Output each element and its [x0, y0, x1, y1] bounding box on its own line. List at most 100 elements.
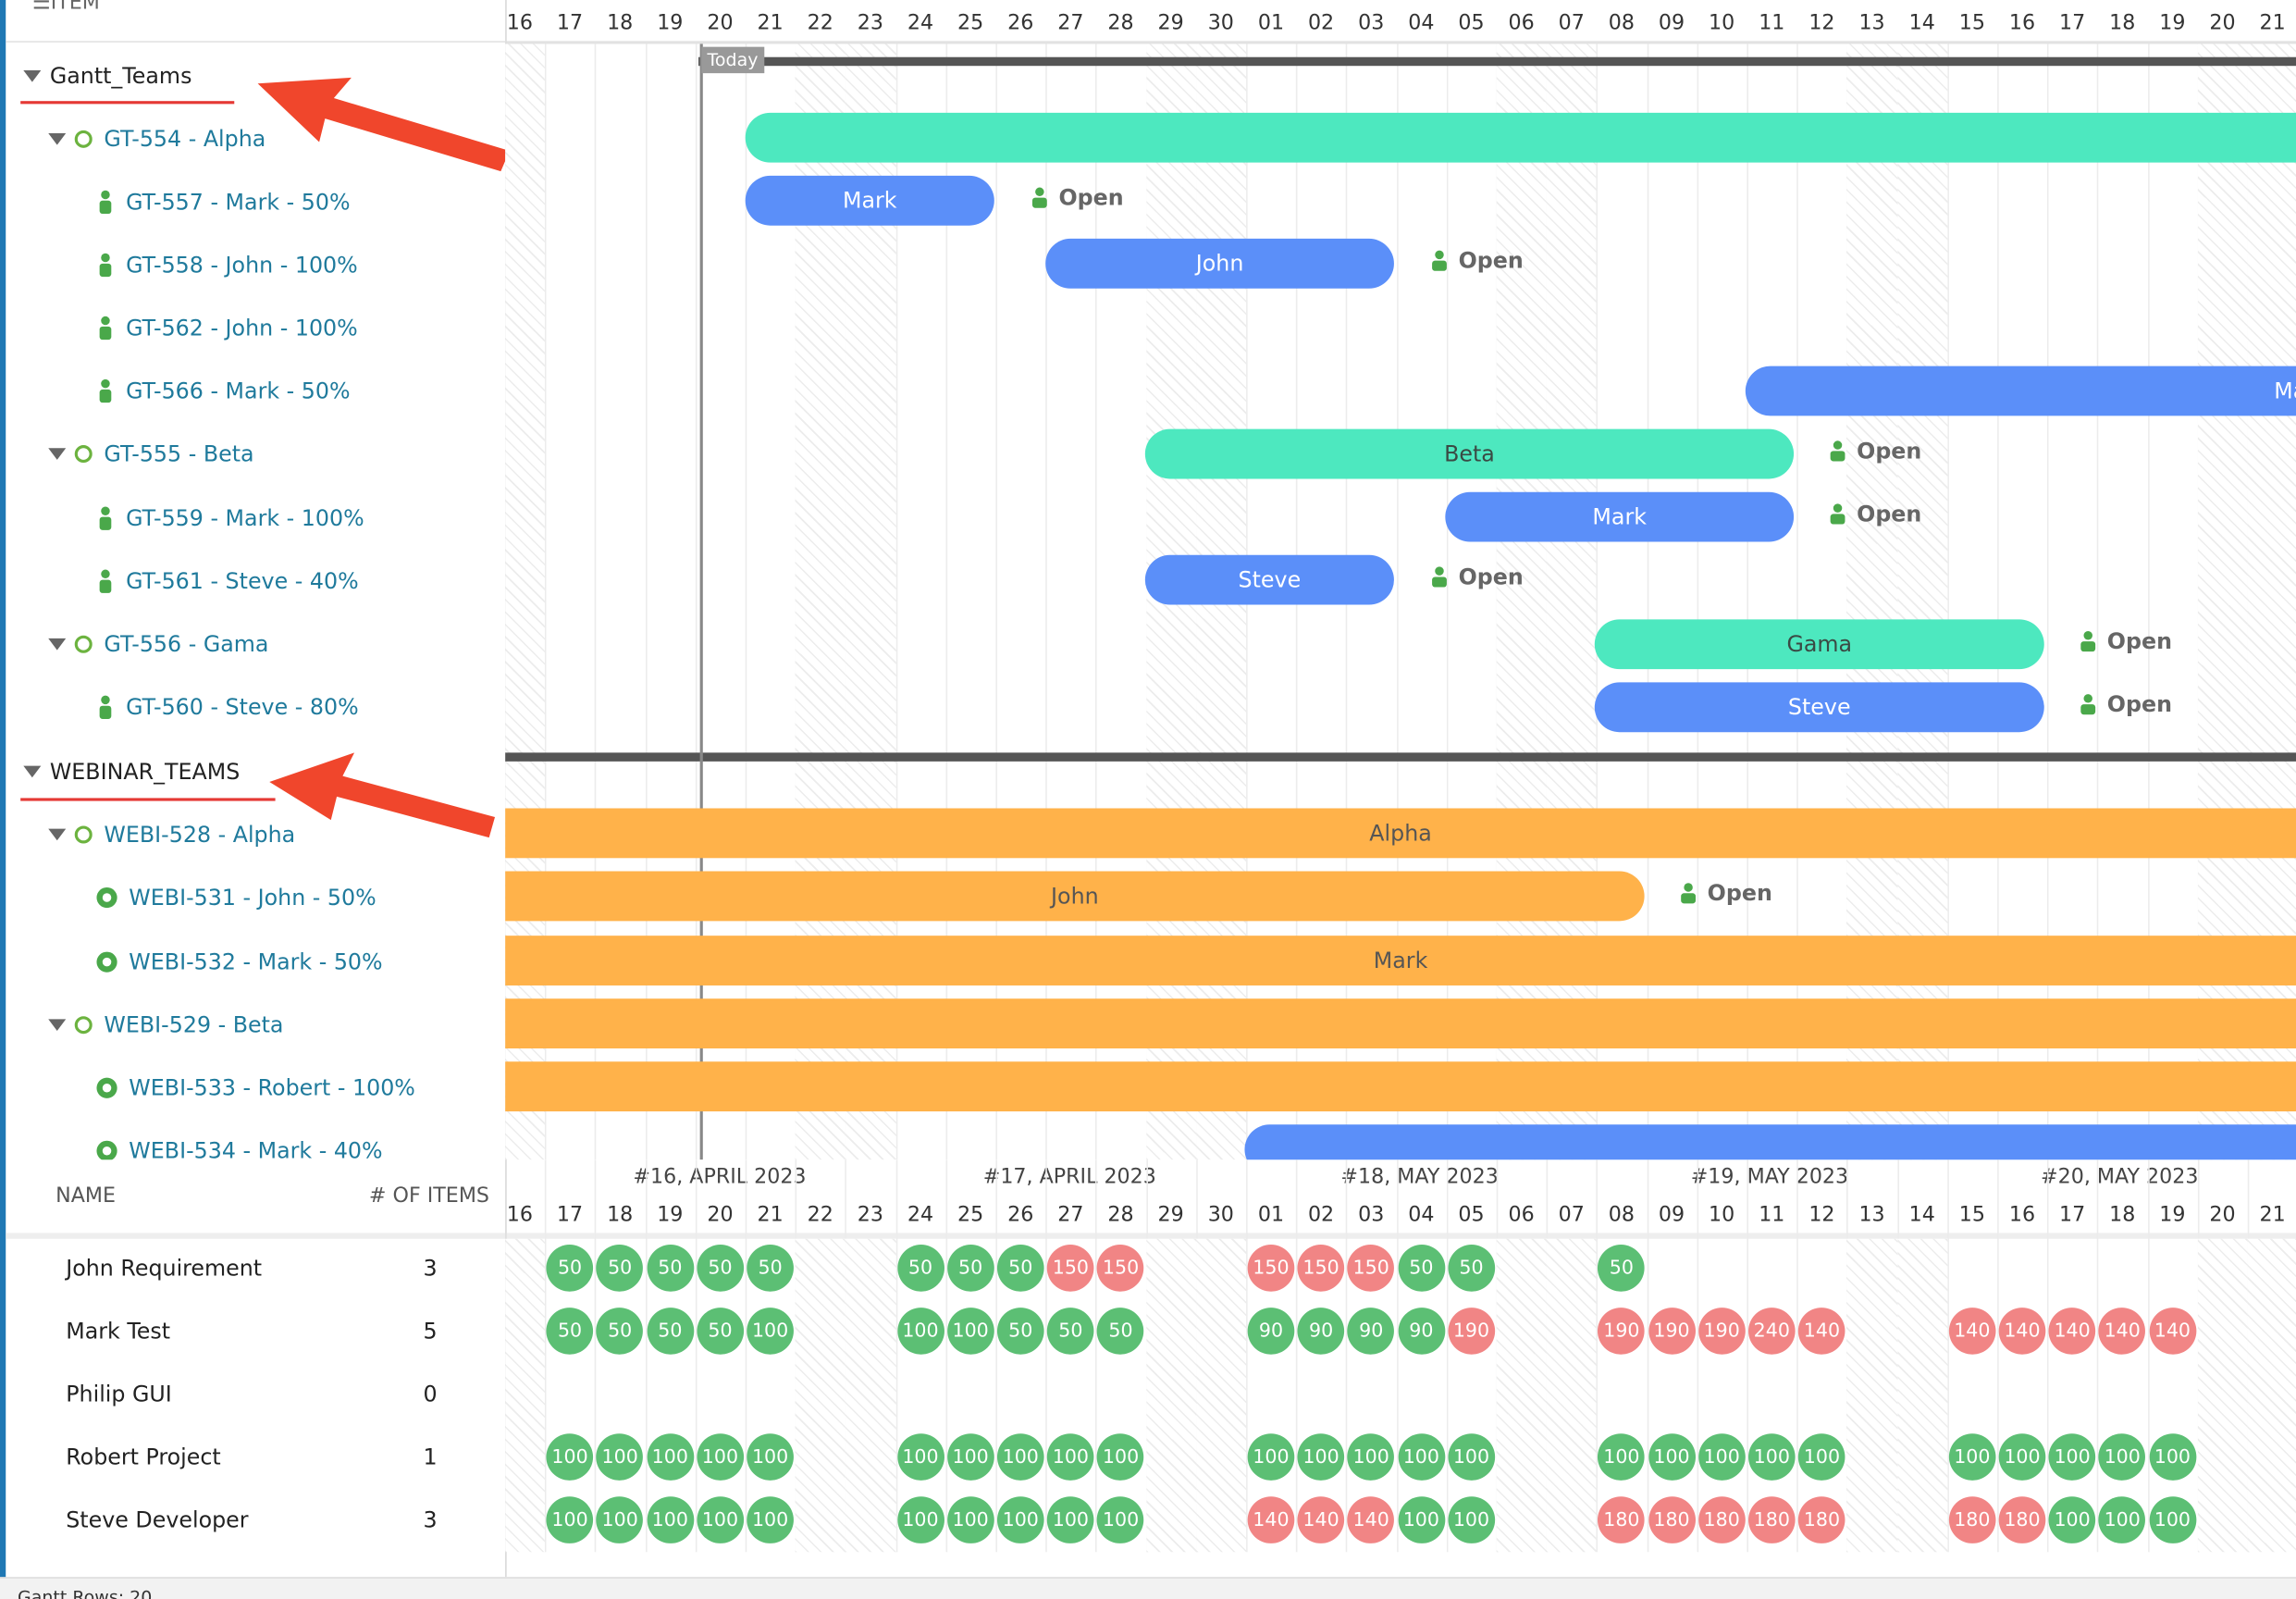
tree-row[interactable]: WEBI-532 - Mark - 50% [96, 930, 383, 993]
load-circle[interactable]: 100 [747, 1308, 794, 1355]
tree-row[interactable]: GT-560 - Steve - 80% [96, 675, 359, 738]
load-circle[interactable]: 100 [596, 1433, 644, 1481]
load-circle[interactable]: 140 [1998, 1308, 2046, 1355]
load-circle[interactable]: 100 [647, 1496, 694, 1543]
load-circle[interactable]: 100 [1648, 1433, 1696, 1481]
load-circle[interactable]: 140 [1247, 1496, 1295, 1543]
load-circle[interactable]: 50 [1047, 1308, 1094, 1355]
tree-item-label[interactable]: GT-560 - Steve - 80% [126, 693, 359, 720]
gantt-bar[interactable]: Mark [505, 936, 2296, 985]
tree-row[interactable]: GT-559 - Mark - 100% [96, 486, 364, 549]
resource-name[interactable]: Steve Developer [66, 1506, 249, 1533]
tree-item-label[interactable]: GT-554 - Alpha [104, 125, 266, 152]
load-circle[interactable]: 100 [596, 1496, 644, 1543]
gantt-bar[interactable]: Beta [1144, 428, 1795, 479]
tree-row[interactable]: GT-555 - Beta [48, 422, 254, 485]
gantt-bar[interactable]: Mark [745, 175, 994, 226]
gantt-bar[interactable] [505, 1061, 2296, 1112]
load-circle[interactable]: 240 [1747, 1308, 1796, 1355]
load-circle[interactable]: 100 [896, 1496, 944, 1543]
name-column-header[interactable]: NAME [56, 1184, 117, 1209]
load-circle[interactable]: 100 [697, 1433, 744, 1481]
tree-item-label[interactable]: WEBI-533 - Robert - 100% [129, 1073, 415, 1101]
load-circle[interactable]: 100 [896, 1433, 944, 1481]
gantt-bar[interactable] [1244, 1124, 2296, 1160]
load-circle[interactable]: 100 [2098, 1496, 2146, 1543]
load-circle[interactable]: 180 [1798, 1496, 1845, 1543]
load-circle[interactable]: 190 [1448, 1308, 1495, 1355]
load-circle[interactable]: 100 [946, 1433, 994, 1481]
tree-row[interactable]: GT-556 - Gama [48, 612, 268, 675]
load-circle[interactable]: 50 [946, 1245, 994, 1292]
load-circle[interactable]: 100 [2048, 1496, 2096, 1543]
gantt-bar[interactable]: Mark [1745, 366, 2296, 416]
load-circle[interactable]: 100 [2149, 1496, 2196, 1543]
expand-triangle-icon[interactable] [48, 447, 67, 460]
gantt-chart[interactable]: 16 17 18 19 20 21 22 23 24 25 26 27 28 29 30 01 02 03 04 05… [505, 0, 2296, 1160]
load-circle[interactable]: 100 [1697, 1433, 1746, 1481]
load-circle[interactable]: 100 [1398, 1433, 1445, 1481]
tree-item-label[interactable]: GT-558 - John - 100% [126, 251, 358, 278]
load-circle[interactable]: 100 [1948, 1433, 1996, 1481]
gantt-bar[interactable]: Steve [1594, 682, 2044, 733]
load-circle[interactable]: 140 [2098, 1308, 2146, 1355]
tree-row[interactable]: WEBI-533 - Robert - 100% [96, 1056, 415, 1119]
load-circle[interactable]: 100 [2048, 1433, 2096, 1481]
tree-item-label[interactable]: GT-566 - Mark - 50% [126, 377, 351, 403]
load-circle[interactable]: 50 [596, 1245, 644, 1292]
load-circle[interactable]: 180 [1948, 1496, 1996, 1543]
load-circle[interactable]: 50 [697, 1308, 744, 1355]
load-circle[interactable]: 50 [1448, 1245, 1495, 1292]
resource-name[interactable]: Mark Test [66, 1318, 171, 1345]
load-circle[interactable]: 180 [1598, 1496, 1646, 1543]
open-status[interactable]: Open [2078, 691, 2172, 717]
tree-item-label[interactable]: GT-557 - Mark - 50% [126, 188, 351, 215]
tree-item-label[interactable]: GT-556 - Gama [104, 630, 269, 657]
tree-item-label[interactable]: WEBI-529 - Beta [104, 1010, 284, 1038]
load-circle[interactable]: 50 [596, 1308, 644, 1355]
load-circle[interactable]: 140 [2048, 1308, 2096, 1355]
load-circle[interactable]: 100 [747, 1433, 794, 1481]
load-circle[interactable]: 50 [996, 1245, 1044, 1292]
tree-row[interactable]: WEBI-528 - Alpha [48, 802, 295, 865]
tree-row[interactable]: Gantt_Teams [23, 43, 191, 106]
load-circle[interactable]: 50 [546, 1308, 594, 1355]
load-circle[interactable]: 100 [697, 1496, 744, 1543]
load-circle[interactable]: 50 [1097, 1308, 1144, 1355]
load-circle[interactable]: 50 [647, 1308, 694, 1355]
tree-row[interactable]: GT-557 - Mark - 50% [96, 170, 351, 233]
load-circle[interactable]: 150 [1297, 1245, 1345, 1292]
load-circle[interactable]: 100 [1398, 1496, 1445, 1543]
load-circle[interactable]: 90 [1297, 1308, 1345, 1355]
load-circle[interactable]: 50 [647, 1245, 694, 1292]
load-circle[interactable]: 50 [697, 1245, 744, 1292]
tree-item-label[interactable]: WEBI-528 - Alpha [104, 820, 296, 848]
load-circle[interactable]: 140 [1948, 1308, 1996, 1355]
gantt-bar[interactable] [505, 998, 2296, 1049]
load-circle[interactable]: 100 [1598, 1433, 1646, 1481]
load-circle[interactable]: 140 [1347, 1496, 1395, 1543]
expand-triangle-icon[interactable] [48, 827, 67, 840]
load-circle[interactable]: 50 [1398, 1245, 1445, 1292]
open-status[interactable]: Open [1429, 247, 1524, 274]
load-circle[interactable]: 190 [1598, 1308, 1646, 1355]
load-circle[interactable]: 150 [1047, 1245, 1094, 1292]
load-circle[interactable]: 90 [1247, 1308, 1295, 1355]
load-circle[interactable]: 100 [546, 1433, 594, 1481]
load-circle[interactable]: 100 [946, 1308, 994, 1355]
load-circle[interactable]: 140 [1297, 1496, 1345, 1543]
tree-row[interactable]: GT-566 - Mark - 50% [96, 359, 351, 422]
resource-name[interactable]: John Requirement [66, 1255, 263, 1282]
tree-item-label[interactable]: GT-562 - John - 100% [126, 314, 358, 341]
load-circle[interactable]: 90 [1347, 1308, 1395, 1355]
open-status[interactable]: Open [1827, 438, 1921, 465]
load-circle[interactable]: 100 [996, 1433, 1044, 1481]
load-circle[interactable]: 100 [1047, 1496, 1094, 1543]
load-circle[interactable]: 50 [747, 1245, 794, 1292]
load-circle[interactable]: 190 [1648, 1308, 1696, 1355]
load-circle[interactable]: 100 [1247, 1433, 1295, 1481]
tree-row[interactable]: WEBI-531 - John - 50% [96, 865, 376, 928]
load-circle[interactable]: 100 [1998, 1433, 2046, 1481]
gantt-bar[interactable]: Steve [1144, 554, 1394, 605]
items-column-header[interactable]: # OF ITEMS [368, 1184, 490, 1209]
